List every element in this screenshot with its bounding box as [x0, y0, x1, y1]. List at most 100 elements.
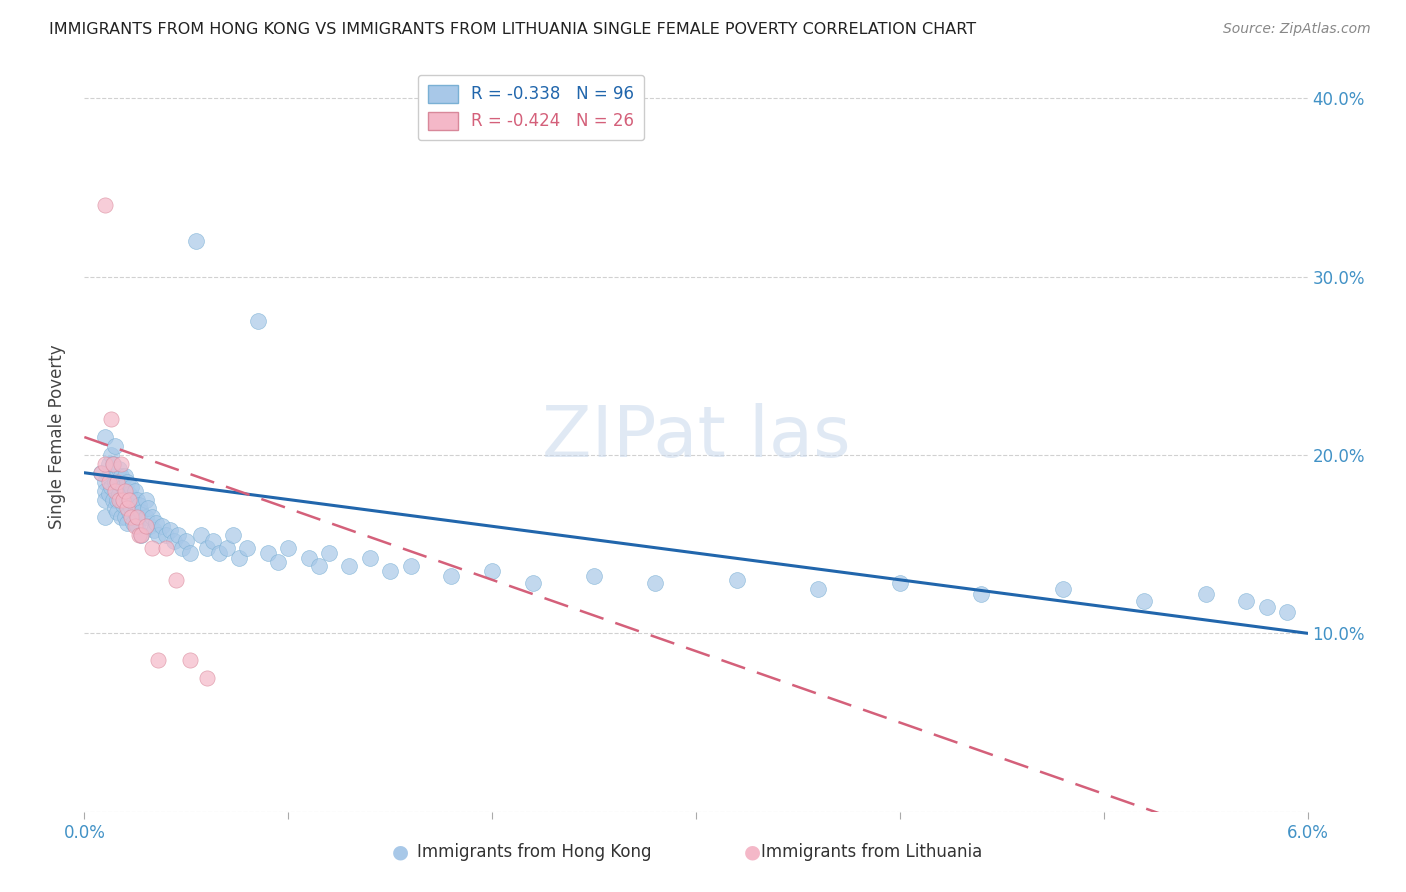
Point: [108, 462, 131, 476]
Point: [122, 492, 145, 507]
Point: [725, 573, 748, 587]
Text: Immigrants from Hong Kong: Immigrants from Hong Kong: [418, 843, 651, 861]
Point: [155, 541, 177, 555]
Point: [131, 528, 153, 542]
Point: [118, 487, 141, 501]
Point: [115, 475, 138, 489]
Point: [112, 492, 135, 507]
Point: [114, 469, 136, 483]
Point: [112, 480, 135, 494]
Point: [100, 412, 122, 426]
Y-axis label: Single Female Poverty: Single Female Poverty: [48, 345, 66, 529]
Point: [118, 505, 141, 519]
Point: [114, 483, 136, 498]
Text: ●: ●: [392, 842, 409, 862]
Point: [112, 498, 135, 512]
Point: [108, 492, 131, 507]
Point: [142, 523, 165, 537]
Point: [90, 466, 112, 480]
Point: [583, 569, 606, 583]
Point: [127, 492, 149, 507]
Point: [186, 234, 208, 248]
Point: [110, 492, 132, 507]
Point: [93, 492, 117, 507]
Point: [131, 505, 153, 519]
Point: [889, 576, 911, 591]
Point: [104, 439, 127, 453]
Point: [1236, 594, 1258, 608]
Point: [124, 505, 146, 519]
Point: [135, 519, 157, 533]
Point: [399, 558, 422, 573]
Point: [339, 558, 361, 573]
Point: [440, 569, 463, 583]
Point: [1256, 599, 1278, 614]
Point: [105, 469, 128, 483]
Point: [127, 519, 149, 533]
Point: [93, 510, 117, 524]
Point: [318, 546, 340, 560]
Point: [120, 501, 142, 516]
Point: [127, 510, 149, 524]
Point: [101, 492, 124, 507]
Point: [257, 546, 280, 560]
Point: [359, 551, 381, 566]
Point: [136, 501, 159, 516]
Legend: R = -0.338   N = 96, R = -0.424   N = 26: R = -0.338 N = 96, R = -0.424 N = 26: [418, 75, 644, 140]
Point: [124, 483, 146, 498]
Point: [110, 469, 132, 483]
Point: [1195, 587, 1218, 601]
Point: [644, 576, 666, 591]
Point: [104, 483, 127, 498]
Point: [105, 475, 128, 489]
Point: [141, 541, 163, 555]
Point: [93, 457, 117, 471]
Point: [100, 448, 122, 462]
Text: Immigrants from Lithuania: Immigrants from Lithuania: [761, 843, 983, 861]
Point: [100, 480, 122, 494]
Point: [150, 519, 173, 533]
Point: [110, 510, 132, 524]
Point: [1277, 605, 1299, 619]
Text: ●: ●: [744, 842, 761, 862]
Point: [108, 487, 131, 501]
Point: [267, 555, 290, 569]
Point: [236, 541, 259, 555]
Point: [93, 483, 117, 498]
Point: [522, 576, 544, 591]
Point: [176, 533, 198, 548]
Point: [135, 510, 157, 524]
Point: [138, 519, 160, 533]
Point: [190, 528, 212, 542]
Point: [481, 564, 503, 578]
Point: [115, 516, 138, 530]
Point: [135, 492, 157, 507]
Point: [97, 457, 120, 471]
Point: [122, 516, 145, 530]
Point: [97, 487, 120, 501]
Point: [118, 492, 141, 507]
Point: [93, 430, 117, 444]
Point: [159, 523, 181, 537]
Point: [163, 533, 186, 548]
Point: [201, 533, 224, 548]
Point: [807, 582, 830, 596]
Text: Source: ZipAtlas.com: Source: ZipAtlas.com: [1223, 22, 1371, 37]
Point: [222, 528, 245, 542]
Point: [141, 510, 163, 524]
Text: IMMIGRANTS FROM HONG KONG VS IMMIGRANTS FROM LITHUANIA SINGLE FEMALE POVERTY COR: IMMIGRANTS FROM HONG KONG VS IMMIGRANTS …: [49, 22, 976, 37]
Point: [145, 516, 167, 530]
Point: [128, 528, 150, 542]
Point: [93, 198, 117, 212]
Point: [104, 501, 127, 516]
Point: [146, 653, 169, 667]
Point: [167, 528, 190, 542]
Point: [298, 551, 321, 566]
Point: [110, 457, 132, 471]
Point: [1052, 582, 1074, 596]
Point: [105, 492, 128, 507]
Text: ZIPat las: ZIPat las: [541, 402, 851, 472]
Point: [128, 498, 150, 512]
Point: [114, 487, 136, 501]
Point: [217, 541, 239, 555]
